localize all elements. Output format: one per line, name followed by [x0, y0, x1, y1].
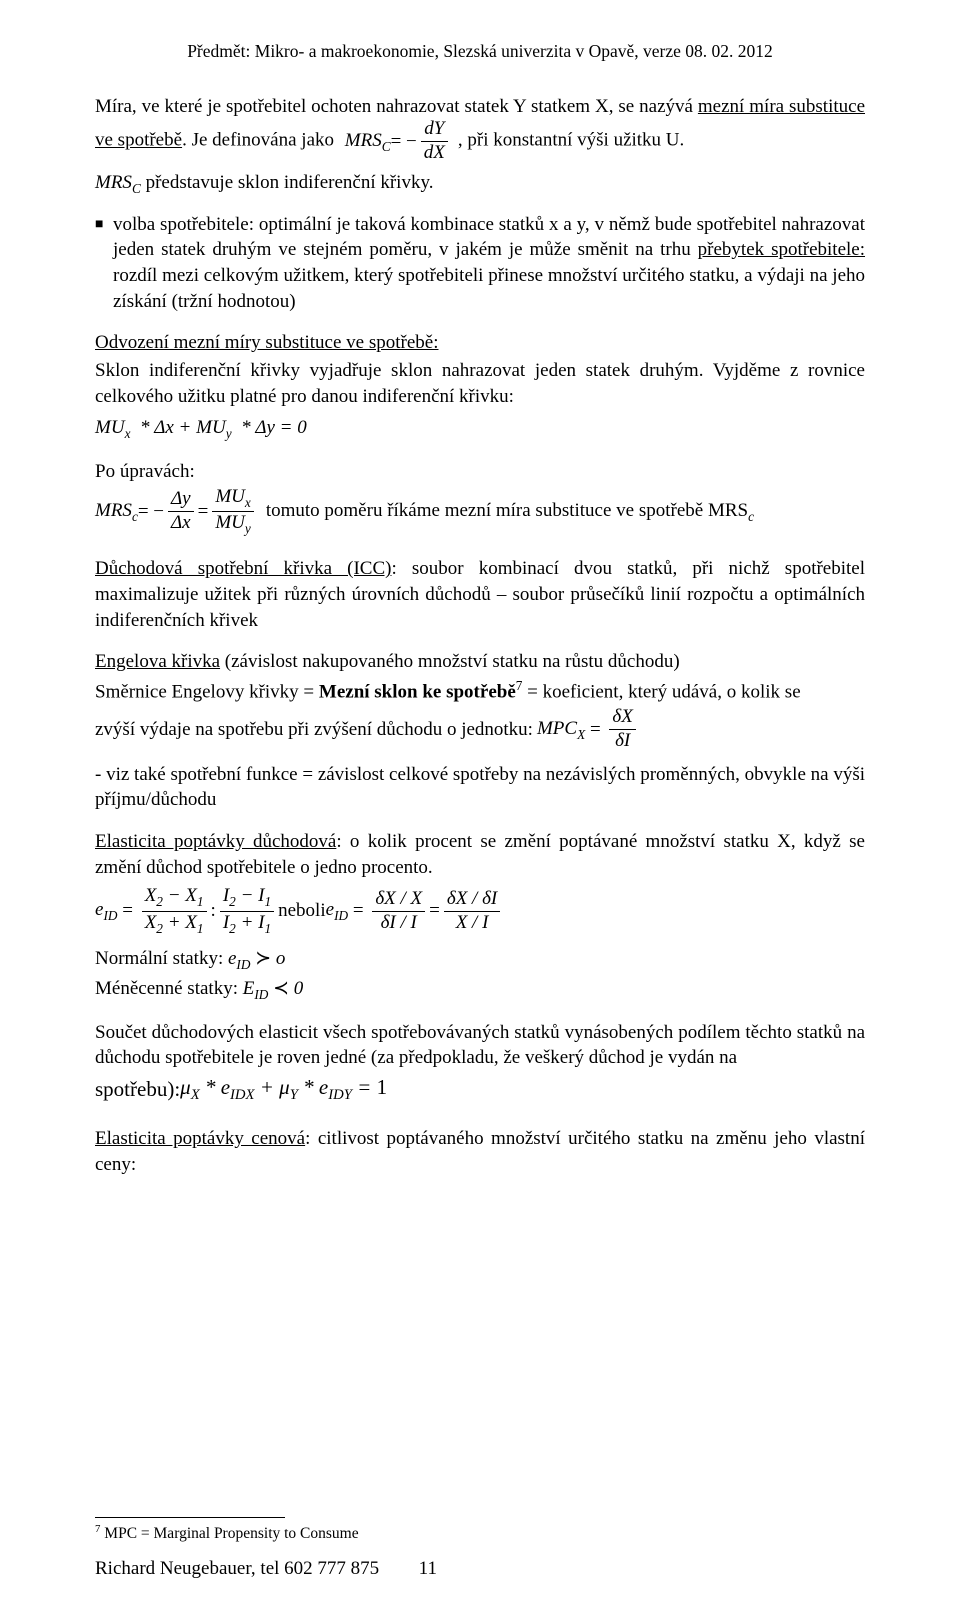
text: rozdíl mezi celkovým užitkem, který spot…: [113, 265, 865, 312]
neboli: neboli: [278, 898, 326, 924]
fraction-dx-di: δX / δIX / I: [444, 889, 500, 934]
para-menecenne: Méněcenné statky: EID ≺ 0: [95, 976, 865, 1004]
label-po-upravach: Po úpravách:: [95, 459, 865, 485]
underline-term: Engelova křivka: [95, 651, 220, 672]
mpc-equation: MPCX = δXδI: [537, 707, 640, 752]
colon: :: [211, 898, 216, 924]
text: představuje sklon indiferenční křivky.: [141, 172, 434, 193]
para-odvozeni-title: Odvození mezní míry substituce ve spotře…: [95, 330, 865, 356]
equation-mu: MUx * Δx + MUy * Δy = 0: [95, 415, 865, 443]
mrs-symbol: MRS: [95, 172, 132, 193]
text: Míra, ve které je spotřebitel ochoten na…: [95, 96, 698, 117]
page-number: 11: [419, 1558, 437, 1579]
bold-term: Mezní sklon ke spotřebě: [319, 681, 516, 702]
footnote-rule: [95, 1517, 285, 1518]
underline-term: přebytek spotřebitele:: [698, 239, 865, 260]
underline-term: Elasticita poptávky cenová: [95, 1128, 305, 1149]
eq-men: EID ≺ 0: [243, 978, 304, 999]
bullet-text: volba spotřebitele: optimální je taková …: [113, 212, 865, 315]
eq-lhs: MRSC: [345, 128, 391, 156]
equation-eid: eID = X2 − X1 X2 + X1 : I2 − I1 I2 + I1 …: [95, 886, 865, 936]
page-header: Předmět: Mikro- a makroekonomie, Slezská…: [95, 40, 865, 64]
eq-sign: =: [198, 499, 209, 525]
equation-mrs-frac: MRSc = − ΔyΔx = MUxMUy tomuto poměru řík…: [95, 487, 865, 537]
document-page: Předmět: Mikro- a makroekonomie, Slezská…: [0, 0, 960, 1617]
para-engel-2: Směrnice Engelovy křivky = Mezní sklon k…: [95, 677, 865, 705]
bullet-volba: ■ volba spotřebitele: optimální je takov…: [95, 212, 865, 315]
text: = koeficient, který udává, o kolik se: [522, 681, 800, 702]
bullet-marker: ■: [95, 212, 113, 235]
para-icc: Důchodová spotřební křivka (ICC): soubor…: [95, 556, 865, 633]
footer-author: Richard Neugebauer, tel 602 777 875: [95, 1558, 379, 1579]
para-elasticita-cenova: Elasticita poptávky cenová: citlivost po…: [95, 1126, 865, 1177]
text: (závislost nakupovaného množství statku …: [220, 651, 680, 672]
text: zvýší výdaje na spotřebu při zvýšení důc…: [95, 717, 533, 743]
para-soucet: Součet důchodových elasticit všech spotř…: [95, 1020, 865, 1071]
para-mezni-mira: Míra, ve které je spotřebitel ochoten na…: [95, 94, 865, 164]
para-engel-4: - viz také spotřební funkce = závislost …: [95, 762, 865, 813]
text: Směrnice Engelovy křivky =: [95, 681, 319, 702]
page-footer: Richard Neugebauer, tel 602 777 875 11: [95, 1556, 437, 1582]
mrs-equation: MRSC = − dY dX: [345, 119, 452, 164]
eq-norm: eID ≻ o: [228, 948, 285, 969]
eq-trail-text: tomuto poměru říkáme mezní míra substitu…: [266, 498, 754, 526]
label: spotřebu):: [95, 1075, 180, 1103]
para-elasticita-duchod: Elasticita poptávky důchodová: o kolik p…: [95, 829, 865, 880]
footnote-block: 7 MPC = Marginal Propensity to Consume: [95, 1517, 865, 1545]
fraction-dx-x: δX / XδI / I: [372, 889, 425, 934]
eq-text: MUx * Δx + MUy * Δy = 0: [95, 417, 307, 438]
fraction-dy-dx: ΔyΔx: [168, 489, 194, 534]
text: , při konstantní výši užitku U.: [458, 130, 684, 151]
underline-term: Důchodová spotřební křivka (ICC): [95, 558, 391, 579]
fraction-x: X2 − X1 X2 + X1: [142, 886, 207, 936]
text: Normální statky:: [95, 948, 228, 969]
equation-soucet: spotřebu): μX * eIDX + μY * eIDY = 1: [95, 1073, 865, 1106]
para-engel-3: zvýší výdaje na spotřebu při zvýšení důc…: [95, 707, 865, 752]
fraction: dY dX: [421, 119, 448, 164]
para-engel-1: Engelova křivka (závislost nakupovaného …: [95, 649, 865, 675]
mrs-subscript: C: [132, 181, 141, 196]
para-sklon: Sklon indiferenční křivky vyjadřuje sklo…: [95, 358, 865, 409]
eq-lhs: eID: [95, 897, 117, 925]
text: . Je definována jako: [182, 130, 334, 151]
eq-text: μX * eIDX + μY * eIDY = 1: [180, 1073, 387, 1106]
text: Méněcenné statky:: [95, 978, 243, 999]
para-normalni: Normální statky: eID ≻ o: [95, 946, 865, 974]
fraction-mu: MUxMUy: [212, 487, 253, 537]
underline-title: Odvození mezní míry substituce ve spotře…: [95, 332, 439, 353]
eq-sign: = −: [138, 499, 164, 525]
footnote-text: MPC = Marginal Propensity to Consume: [100, 1525, 358, 1542]
eq-sign: = −: [391, 129, 417, 155]
para-mrs-sklon: MRSC představuje sklon indiferenční křiv…: [95, 170, 865, 198]
underline-term: Elasticita poptávky důchodová: [95, 831, 336, 852]
eq-lhs: MRSc: [95, 498, 138, 526]
fraction-i: I2 − I1 I2 + I1: [220, 886, 274, 936]
eq-sign: =: [429, 898, 440, 924]
